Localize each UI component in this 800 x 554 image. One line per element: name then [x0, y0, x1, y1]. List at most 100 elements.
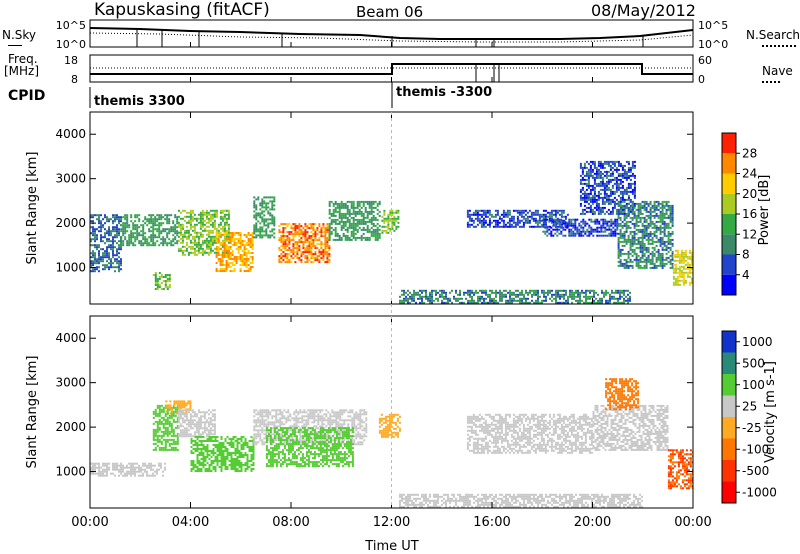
power-cell	[233, 268, 236, 270]
power-cell	[611, 206, 614, 209]
power-cell	[176, 232, 179, 235]
power-cell	[582, 222, 585, 225]
velocity-cell	[207, 409, 210, 412]
power-cell	[292, 223, 295, 226]
power-cell	[156, 218, 159, 221]
power-cell	[385, 225, 388, 228]
power-cell	[282, 233, 285, 236]
power-cell	[197, 243, 200, 246]
power-cell	[554, 232, 557, 235]
power-cell	[134, 236, 137, 239]
velocity-cell	[185, 427, 188, 430]
power-cell	[179, 237, 182, 240]
power-cell	[635, 254, 638, 257]
velocity-cell	[207, 417, 210, 420]
power-cell	[605, 180, 608, 183]
power-cell	[249, 240, 252, 242]
power-cell	[217, 241, 220, 244]
velocity-cell	[185, 415, 188, 418]
power-cell	[290, 255, 293, 258]
power-cell	[205, 213, 208, 216]
power-cell	[138, 218, 141, 221]
power-cell	[241, 242, 244, 244]
velocity-cell	[92, 472, 94, 475]
velocity-cell	[150, 468, 152, 471]
power-cell	[284, 249, 287, 252]
power-cell	[639, 258, 642, 261]
power-cell	[437, 297, 439, 300]
power-cell	[90, 260, 92, 263]
power-cell	[156, 220, 159, 223]
power-cell	[653, 240, 656, 243]
velocity-cell	[156, 412, 159, 415]
velocity-cell	[98, 468, 100, 471]
power-cell	[221, 227, 224, 230]
power-cell	[106, 220, 108, 223]
power-cell	[245, 252, 248, 254]
power-cell	[579, 166, 582, 169]
power-cell	[532, 219, 535, 222]
power-cell	[158, 236, 161, 239]
power-cell	[583, 204, 586, 207]
power-cell	[302, 241, 305, 244]
power-cell	[308, 245, 311, 248]
power-cell	[280, 245, 283, 248]
power-cell	[639, 206, 642, 209]
power-cell	[397, 221, 400, 224]
power-cell	[655, 224, 658, 227]
power-cell	[102, 248, 104, 251]
power-cell	[368, 236, 371, 239]
power-cell	[110, 262, 112, 265]
power-cell	[90, 262, 92, 265]
power-cell	[514, 221, 517, 224]
power-cell	[225, 239, 228, 242]
power-cell	[655, 226, 658, 229]
power-cell	[205, 239, 208, 242]
velocity-cell	[168, 432, 171, 435]
power-cell	[591, 289, 593, 292]
power-cell	[172, 238, 175, 241]
power-cell	[665, 262, 668, 265]
power-cell	[148, 218, 151, 221]
power-cell	[639, 266, 642, 269]
velocity-cell	[156, 434, 159, 437]
power-cell	[647, 236, 650, 239]
power-cell	[588, 232, 591, 235]
power-cell	[233, 258, 236, 260]
power-cell	[368, 220, 371, 223]
power-cell	[607, 186, 610, 189]
power-cell	[647, 256, 650, 259]
power-cell	[476, 217, 479, 220]
power-cell	[168, 242, 171, 245]
power-cell	[589, 295, 591, 298]
power-cell	[468, 223, 471, 226]
power-cell	[674, 279, 677, 282]
power-cell	[557, 289, 559, 292]
power-cell	[423, 289, 425, 292]
power-cell	[671, 224, 674, 227]
power-cell	[529, 291, 531, 294]
power-cell	[263, 206, 266, 209]
velocity-cell	[162, 406, 165, 409]
power-cell	[492, 225, 495, 228]
power-cell	[227, 227, 230, 230]
power-cell	[322, 225, 325, 228]
velocity-cell	[142, 468, 144, 471]
power-cell	[152, 240, 155, 243]
power-cell	[116, 250, 118, 253]
power-cell	[112, 262, 114, 265]
power-cell	[587, 295, 589, 298]
power-cell	[659, 238, 662, 241]
power-cell	[229, 232, 232, 234]
power-cell	[600, 230, 603, 233]
power-cell	[449, 299, 451, 302]
power-cell	[136, 236, 139, 239]
power-cell	[682, 253, 685, 256]
velocity-cell	[100, 466, 102, 469]
power-cell	[617, 242, 620, 245]
velocity-cell	[181, 409, 184, 412]
power-cell	[314, 251, 317, 254]
power-cell	[419, 301, 421, 304]
power-cell	[427, 299, 429, 302]
power-cell	[100, 230, 102, 233]
